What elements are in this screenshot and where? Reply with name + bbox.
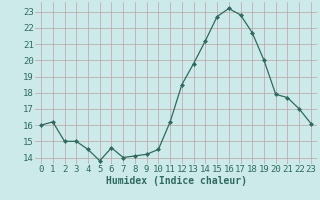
X-axis label: Humidex (Indice chaleur): Humidex (Indice chaleur) bbox=[106, 176, 246, 186]
